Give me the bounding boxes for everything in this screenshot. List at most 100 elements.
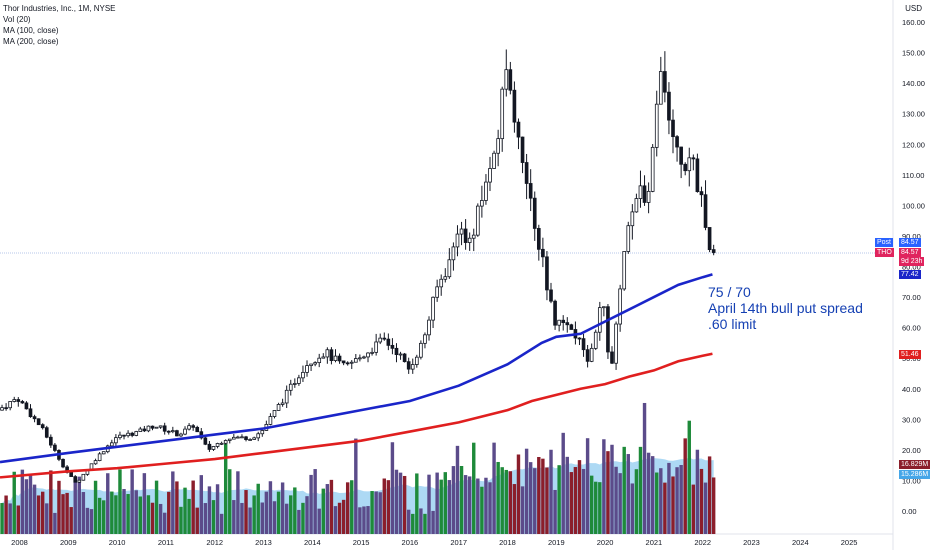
- volume-bar: [524, 448, 529, 534]
- candle-body: [154, 426, 159, 429]
- candle-body: [699, 191, 704, 196]
- volume-bar: [553, 489, 557, 534]
- candle-body: [443, 276, 448, 280]
- symbol-title[interactable]: Thor Industries, Inc., 1M, NYSE: [3, 4, 116, 13]
- candle-body: [569, 324, 574, 330]
- volume-bar: [53, 512, 57, 534]
- candle-body: [268, 416, 273, 425]
- chart-annotation[interactable]: 75 / 70 April 14th bull put spread .60 l…: [708, 284, 863, 332]
- candle-body: [358, 357, 362, 360]
- volume-bar: [358, 507, 362, 534]
- candle-body: [248, 439, 252, 441]
- volume-bar: [211, 500, 216, 534]
- candle-body: [414, 356, 419, 365]
- candle-body: [288, 383, 293, 391]
- ma200-indicator-label[interactable]: MA (200, close): [3, 37, 59, 46]
- volume-bar: [0, 503, 4, 534]
- candle-body: [309, 363, 313, 366]
- volume-bar: [325, 484, 330, 534]
- price-tick-label: 130.00: [902, 110, 925, 119]
- ma100-indicator-label[interactable]: MA (100, close): [3, 26, 59, 35]
- candle-body: [313, 362, 317, 365]
- volume-bar: [162, 512, 167, 534]
- volume-bar: [451, 466, 456, 534]
- volume-bar: [569, 472, 574, 534]
- volume-bar: [614, 466, 618, 534]
- time-tick-label: 2018: [499, 538, 516, 547]
- candle-body: [500, 88, 505, 140]
- candle-body: [219, 442, 224, 445]
- volume-bar: [394, 469, 399, 534]
- volume-bar: [589, 475, 594, 534]
- volume-bar: [585, 438, 590, 534]
- candle-body: [101, 451, 106, 455]
- volume-bar: [646, 452, 651, 534]
- candle-body: [406, 361, 411, 370]
- candle-body: [650, 146, 655, 192]
- candle-body: [32, 416, 37, 420]
- volume-bar: [455, 445, 460, 534]
- time-tick-label: 2013: [255, 538, 272, 547]
- volume-bar: [606, 451, 610, 534]
- price-tick-label: 40.00: [902, 385, 921, 394]
- price-tick-label: 150.00: [902, 49, 925, 58]
- volume-bar: [415, 473, 419, 534]
- volume-bar: [602, 439, 606, 534]
- volume-bar: [276, 491, 281, 534]
- candle-body: [536, 228, 541, 250]
- volume-bar: [57, 480, 61, 534]
- volume-bar: [49, 470, 53, 534]
- volume-bar: [244, 490, 248, 534]
- volume-bar: [138, 496, 143, 534]
- volume-bar: [484, 477, 488, 534]
- candle-body: [435, 286, 439, 298]
- candle-body: [345, 362, 350, 365]
- volume-indicator-label[interactable]: Vol (20): [3, 15, 31, 24]
- candle-body: [349, 361, 354, 364]
- volume-bar: [581, 468, 586, 534]
- volume-bar: [557, 465, 561, 534]
- candle-body: [227, 438, 232, 441]
- candle-body: [471, 234, 476, 239]
- candle-body: [561, 319, 566, 324]
- candle-body: [28, 408, 33, 418]
- volume-ma-value-tag: 15.286M: [899, 470, 931, 479]
- price-tick-label: 20.00: [902, 446, 921, 455]
- volume-bar: [93, 480, 98, 534]
- volume-bar: [622, 446, 626, 534]
- volume-bar: [520, 486, 525, 534]
- candle-body: [374, 341, 378, 353]
- candle-body: [683, 163, 688, 172]
- candle-body: [297, 377, 301, 384]
- candle-body: [602, 306, 606, 309]
- volume-bar: [293, 487, 297, 534]
- volume-bar: [488, 482, 492, 534]
- price-tick-label: 0.00: [902, 507, 917, 516]
- volume-bar: [528, 462, 533, 534]
- volume-bar: [374, 491, 378, 534]
- candle-body: [520, 136, 525, 163]
- candle-body: [301, 371, 305, 379]
- time-tick-label: 2023: [743, 538, 760, 547]
- candle-body: [532, 197, 537, 229]
- volume-bar: [28, 474, 33, 534]
- price-tick-label: 60.00: [902, 324, 921, 333]
- candle-body: [597, 307, 602, 333]
- volume-bar: [565, 456, 569, 534]
- volume-bar: [154, 480, 159, 534]
- volume-bar: [12, 471, 16, 534]
- candle-body: [53, 444, 57, 451]
- candle-body: [614, 323, 618, 364]
- volume-bar: [101, 500, 106, 534]
- candle-body: [427, 319, 431, 336]
- candle-body: [691, 157, 696, 160]
- candle-body: [362, 356, 366, 359]
- candle-body: [231, 436, 236, 440]
- candle-body: [93, 460, 98, 465]
- candle-body: [463, 228, 468, 243]
- time-tick-label: 2019: [548, 538, 565, 547]
- volume-bar: [577, 460, 582, 534]
- volume-bar: [350, 480, 354, 534]
- volume-bar: [126, 494, 130, 534]
